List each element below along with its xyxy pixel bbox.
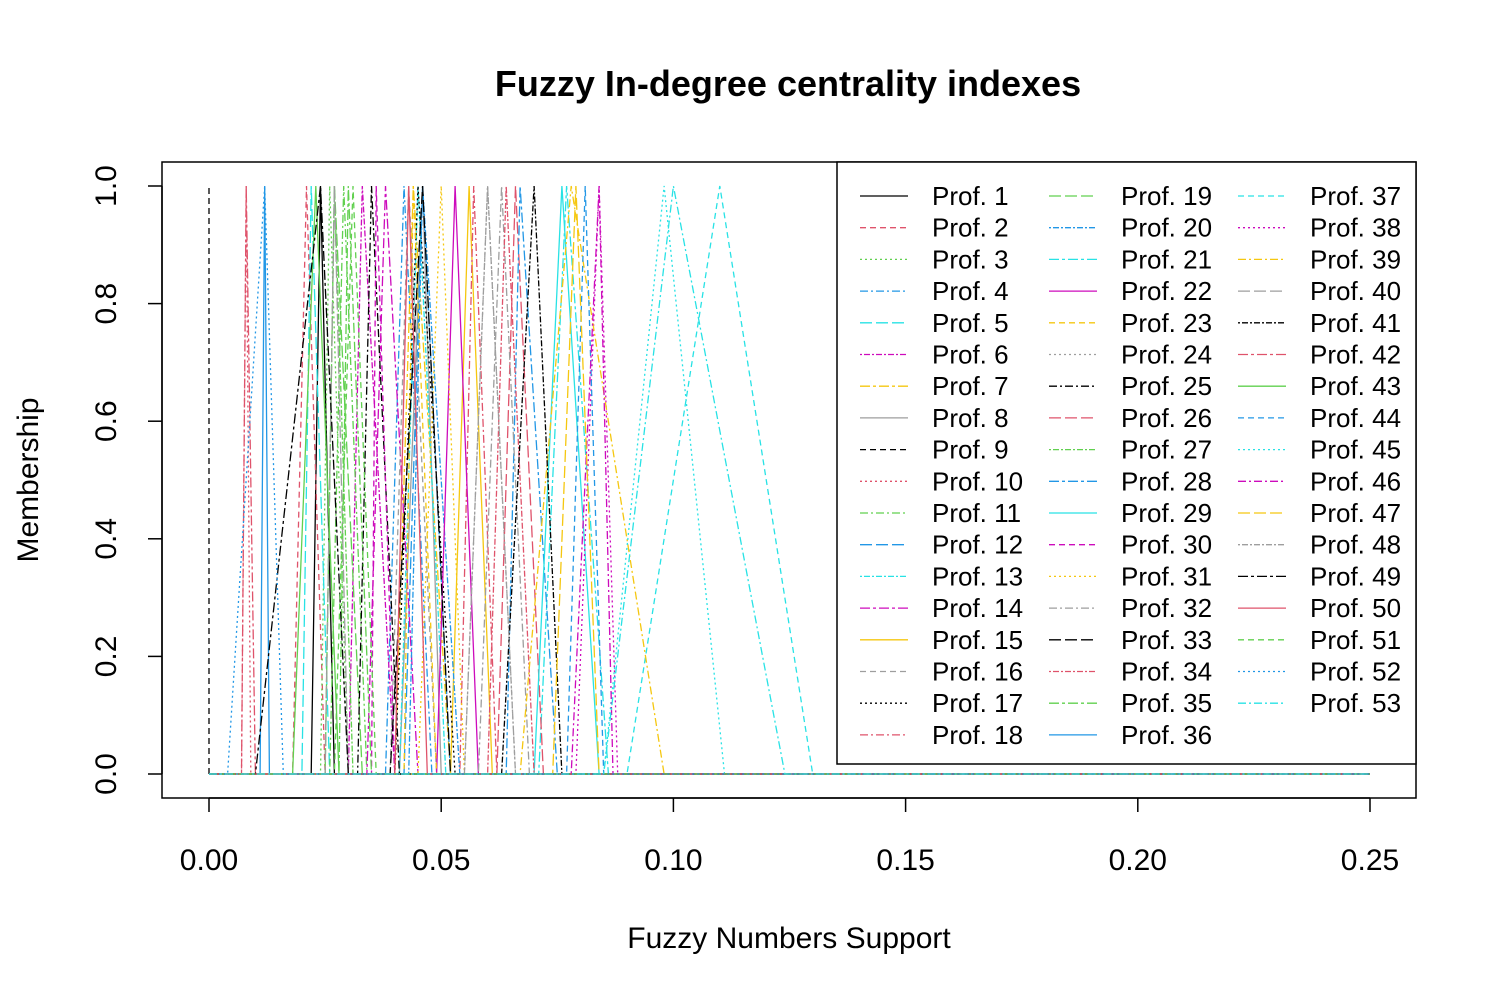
legend-label: Prof. 46 [1310, 466, 1401, 496]
legend-label: Prof. 27 [1121, 435, 1212, 465]
legend-label: Prof. 20 [1121, 213, 1212, 243]
legend-label: Prof. 45 [1310, 435, 1401, 465]
x-axis-label: Fuzzy Numbers Support [627, 922, 951, 955]
legend-label: Prof. 36 [1121, 720, 1212, 750]
legend-label: Prof. 22 [1121, 276, 1212, 306]
y-tick-label: 0.6 [90, 400, 123, 442]
legend-label: Prof. 32 [1121, 593, 1212, 623]
series-line-prof-45 [209, 185, 1370, 775]
legend-label: Prof. 53 [1310, 688, 1401, 718]
legend-label: Prof. 13 [932, 561, 1023, 591]
legend-label: Prof. 40 [1310, 276, 1401, 306]
y-axis: 0.0 0.2 0.4 0.6 0.8 1.0 [90, 165, 163, 795]
legend-label: Prof. 7 [932, 371, 1009, 401]
legend-label: Prof. 47 [1310, 498, 1401, 528]
legend-label: Prof. 43 [1310, 371, 1401, 401]
legend-label: Prof. 14 [932, 593, 1023, 623]
x-tick-label: 0.20 [1109, 844, 1167, 877]
legend-label: Prof. 1 [932, 181, 1009, 211]
x-tick-label: 0.10 [644, 844, 702, 877]
legend-label: Prof. 39 [1310, 244, 1401, 274]
legend-box [836, 161, 1417, 765]
legend-label: Prof. 44 [1310, 403, 1401, 433]
legend-label: Prof. 6 [932, 340, 1009, 370]
legend-label: Prof. 52 [1310, 657, 1401, 687]
x-tick-label: 0.05 [412, 844, 470, 877]
legend-label: Prof. 9 [932, 435, 1009, 465]
legend-label: Prof. 51 [1310, 625, 1401, 655]
x-tick-label: 0.00 [180, 844, 238, 877]
y-tick-label: 0.4 [90, 518, 123, 560]
legend-label: Prof. 4 [932, 276, 1009, 306]
legend-label: Prof. 28 [1121, 466, 1212, 496]
legend-label: Prof. 34 [1121, 657, 1212, 687]
legend-label: Prof. 41 [1310, 308, 1401, 338]
legend-label: Prof. 16 [932, 657, 1023, 687]
chart-title: Fuzzy In-degree centrality indexes [495, 63, 1081, 104]
legend-label: Prof. 38 [1310, 213, 1401, 243]
series-line-prof-41 [209, 185, 1370, 775]
series-layer [208, 185, 1370, 775]
legend-label: Prof. 8 [932, 403, 1009, 433]
legend-label: Prof. 23 [1121, 308, 1212, 338]
legend-label: Prof. 19 [1121, 181, 1212, 211]
legend-label: Prof. 33 [1121, 625, 1212, 655]
legend-label: Prof. 10 [932, 466, 1023, 496]
legend-label: Prof. 29 [1121, 498, 1212, 528]
series-line-prof-53 [209, 185, 1370, 775]
legend-label: Prof. 2 [932, 213, 1009, 243]
y-tick-label: 0.8 [90, 283, 123, 325]
legend-label: Prof. 42 [1310, 340, 1401, 370]
legend-label: Prof. 25 [1121, 371, 1212, 401]
y-tick-label: 0.0 [90, 753, 123, 795]
legend-label: Prof. 21 [1121, 244, 1212, 274]
legend-label: Prof. 17 [932, 688, 1023, 718]
series-line-prof-44 [209, 185, 1370, 775]
legend-label: Prof. 15 [932, 625, 1023, 655]
x-tick-label: 0.25 [1341, 844, 1399, 877]
series-line-prof-14 [209, 185, 1370, 775]
y-tick-label: 0.2 [90, 636, 123, 678]
series-line-prof-9 [208, 186, 1370, 775]
legend-label: Prof. 24 [1121, 340, 1212, 370]
legend-label: Prof. 3 [932, 244, 1009, 274]
legend-label: Prof. 30 [1121, 530, 1212, 560]
legend-label: Prof. 12 [932, 530, 1023, 560]
legend-label: Prof. 49 [1310, 561, 1401, 591]
y-axis-label: Membership [12, 397, 45, 562]
legend-label: Prof. 26 [1121, 403, 1212, 433]
legend-label: Prof. 37 [1310, 181, 1401, 211]
legend-label: Prof. 18 [932, 720, 1023, 750]
legend-label: Prof. 48 [1310, 530, 1401, 560]
legend-label: Prof. 11 [932, 498, 1021, 528]
legend-label: Prof. 35 [1121, 688, 1212, 718]
legend-label: Prof. 31 [1121, 561, 1212, 591]
x-tick-label: 0.15 [876, 844, 934, 877]
legend-label: Prof. 5 [932, 308, 1009, 338]
legend-label: Prof. 50 [1310, 593, 1401, 623]
y-tick-label: 1.0 [90, 165, 123, 207]
x-axis: 0.00 0.05 0.10 0.15 0.20 0.25 [180, 797, 1399, 877]
